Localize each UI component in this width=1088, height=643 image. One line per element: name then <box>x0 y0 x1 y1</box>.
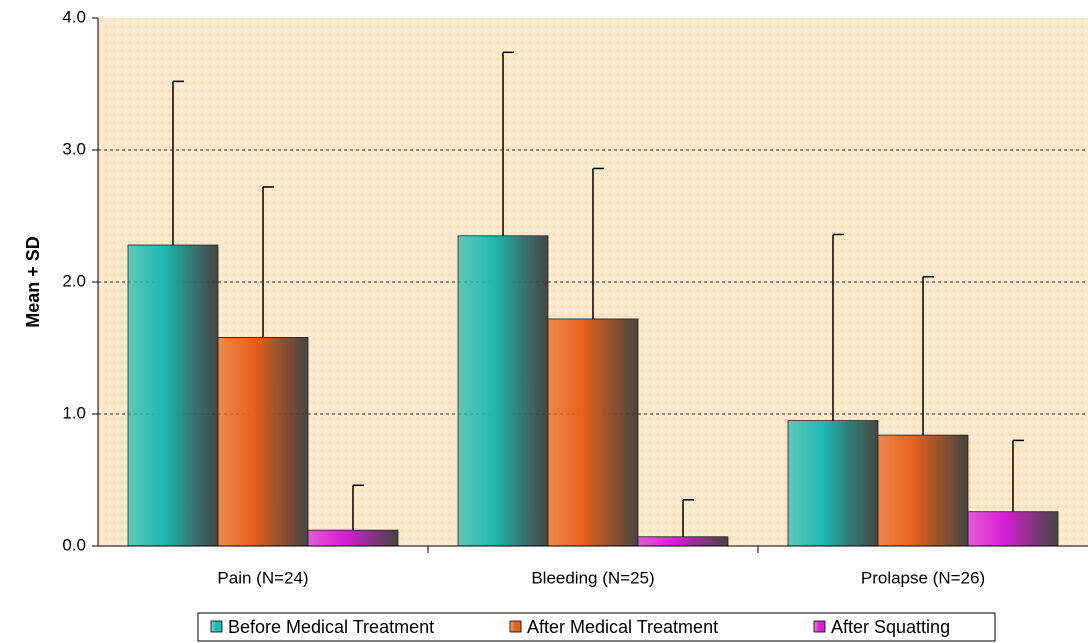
legend-swatch <box>509 620 522 633</box>
error-bar <box>172 80 184 246</box>
error-bar <box>352 484 364 531</box>
bar <box>217 337 309 547</box>
legend-box <box>197 612 996 642</box>
x-tick-label: Prolapse (N=26) <box>861 568 985 587</box>
legend-label: After Squatting <box>831 617 950 637</box>
bar <box>547 318 639 547</box>
error-bar <box>592 167 604 319</box>
bar <box>457 235 549 547</box>
error-bar <box>682 499 694 537</box>
bar <box>967 511 1059 547</box>
x-tick-label: Pain (N=24) <box>217 568 308 587</box>
y-tick-label: 1.0 <box>62 403 86 422</box>
x-tick-label: Bleeding (N=25) <box>531 568 654 587</box>
error-bar <box>262 186 274 338</box>
error-bar <box>922 275 934 436</box>
y-tick-label: 3.0 <box>62 139 86 158</box>
error-bar <box>1012 439 1024 512</box>
bar <box>637 536 729 547</box>
y-axis-label: Mean + SD <box>23 236 43 328</box>
y-tick-label: 2.0 <box>62 271 86 290</box>
legend-swatch <box>210 620 223 633</box>
bar <box>307 529 399 547</box>
bar <box>127 244 219 547</box>
legend-swatch <box>813 620 826 633</box>
bar <box>877 434 969 547</box>
error-bar <box>502 51 514 236</box>
bar <box>787 420 879 547</box>
legend-label: Before Medical Treatment <box>228 617 434 637</box>
error-bar <box>832 233 844 421</box>
y-tick-label: 0.0 <box>62 535 86 554</box>
legend: Before Medical Treatment After Medical Tr… <box>197 612 996 642</box>
y-tick-label: 4.0 <box>62 7 86 26</box>
legend-label: After Medical Treatment <box>527 617 718 637</box>
